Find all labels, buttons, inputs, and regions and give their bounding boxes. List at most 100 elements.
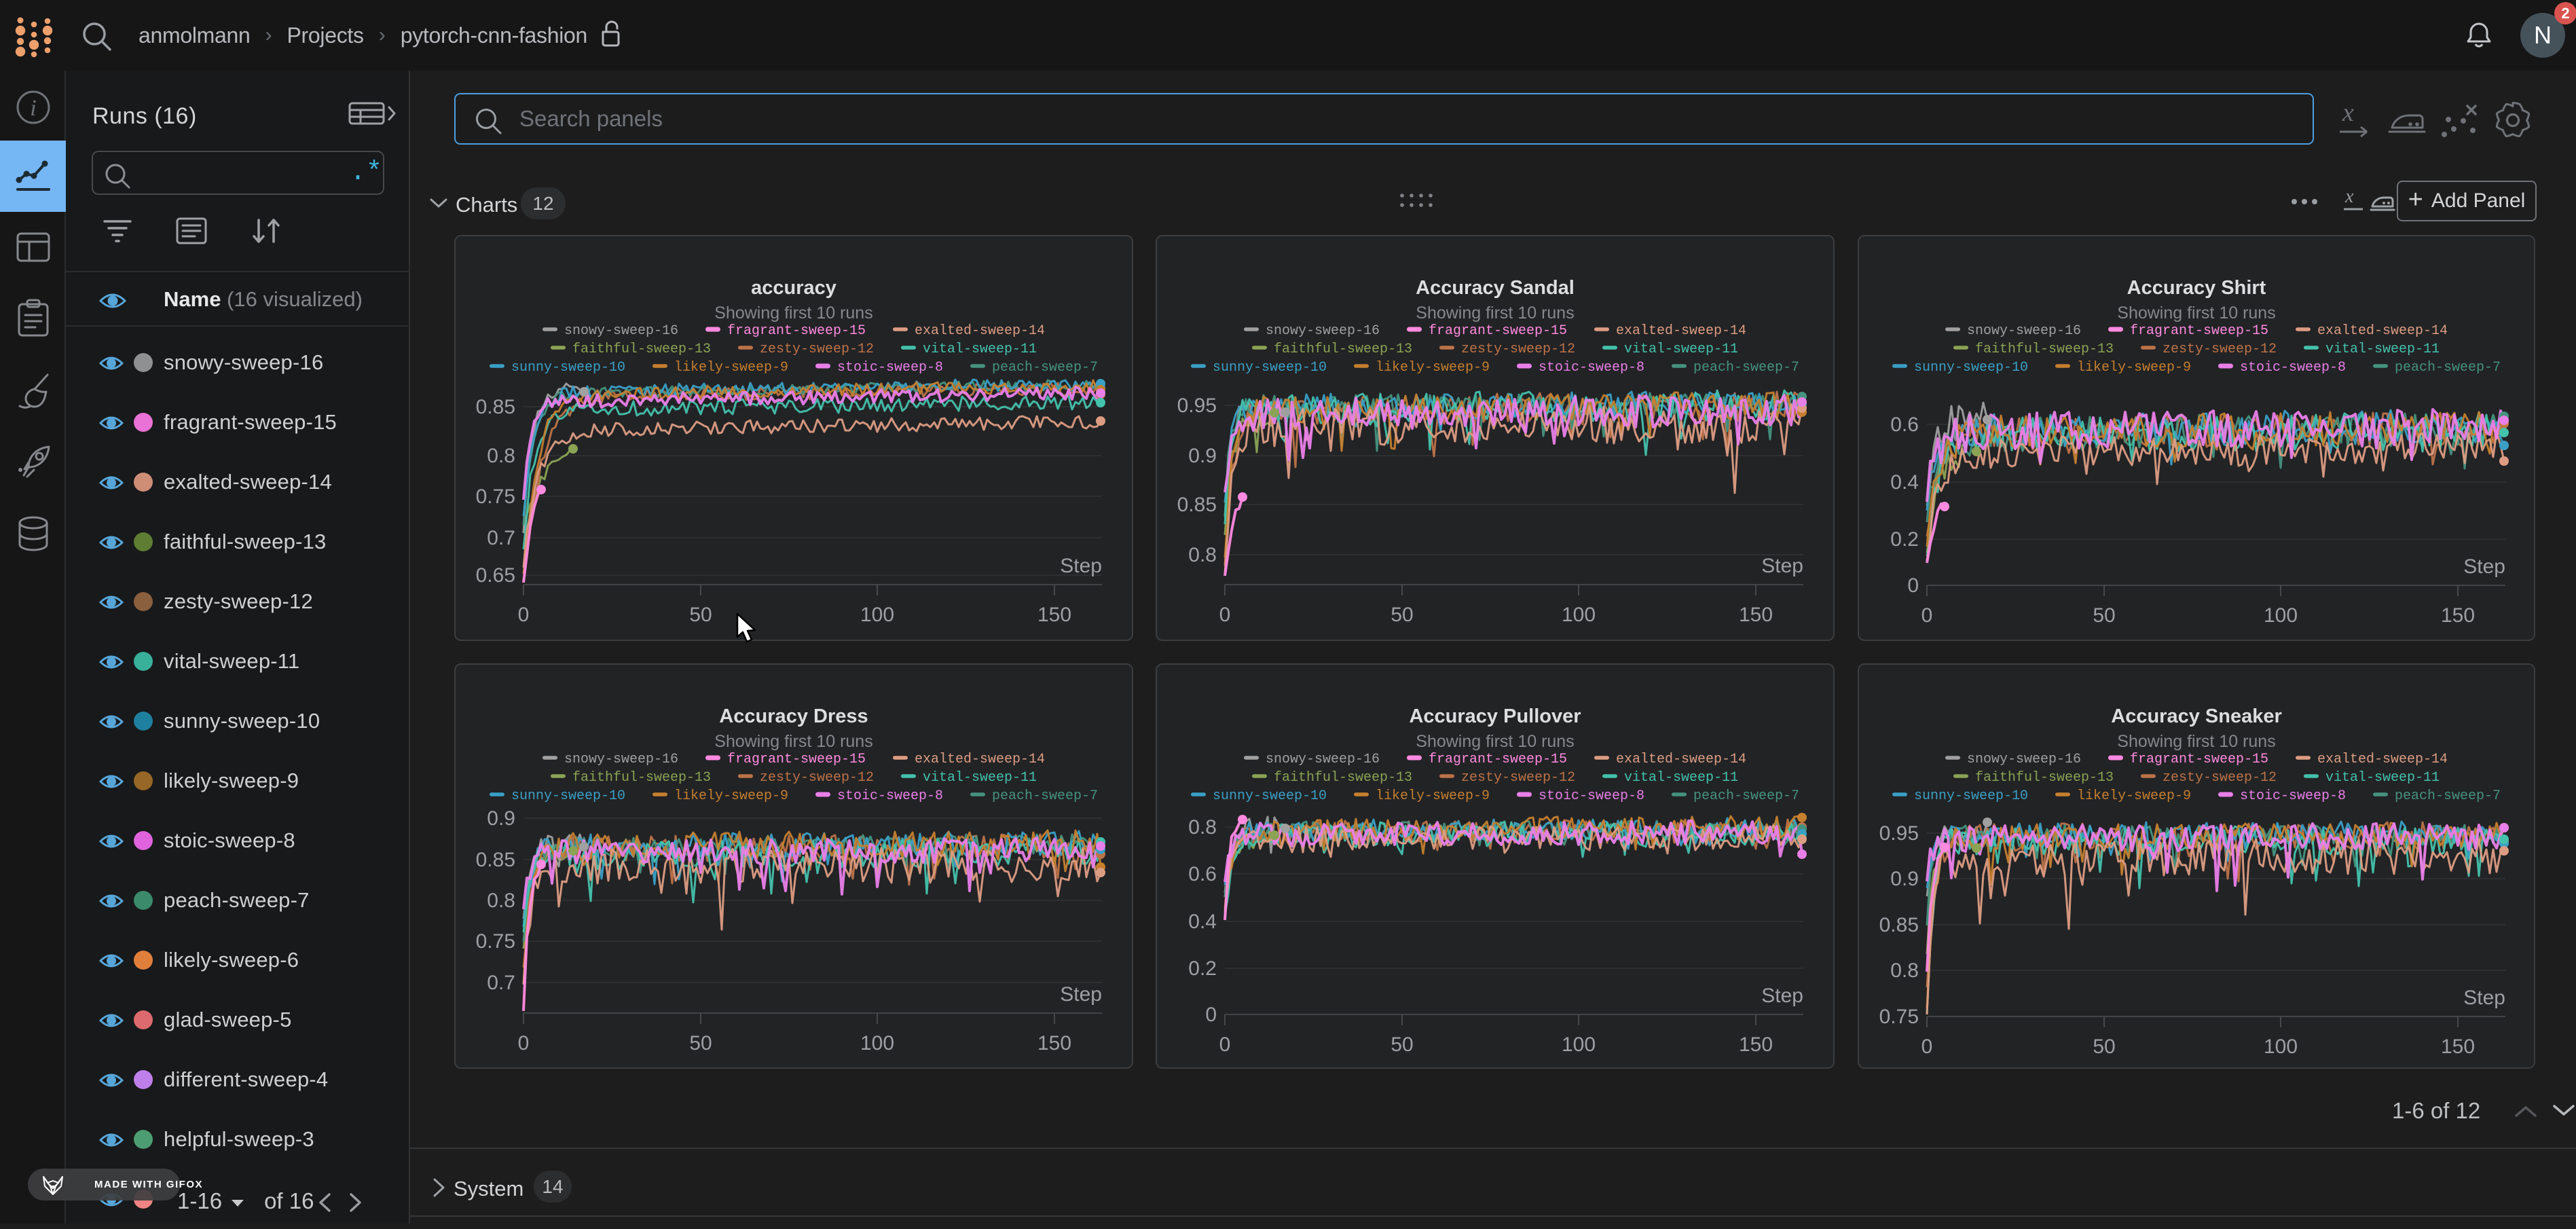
svg-text:0.4: 0.4	[1188, 911, 1217, 933]
svg-text:Step: Step	[1060, 983, 1102, 1006]
svg-text:zesty-sweep-12: zesty-sweep-12	[2163, 770, 2277, 786]
svg-text:zesty-sweep-12: zesty-sweep-12	[1461, 770, 1575, 786]
svg-text:150: 150	[2441, 604, 2475, 627]
svg-text:Showing first 10 runs: Showing first 10 runs	[2117, 732, 2275, 751]
svg-text:0: 0	[1219, 604, 1231, 626]
svg-text:exalted-sweep-14: exalted-sweep-14	[1616, 752, 1746, 767]
svg-text:0.85: 0.85	[476, 396, 515, 418]
svg-text:100: 100	[860, 1032, 894, 1054]
svg-text:150: 150	[1739, 604, 1773, 626]
svg-text:0.9: 0.9	[1890, 868, 1919, 890]
svg-text:50: 50	[2093, 604, 2115, 627]
svg-text:0.95: 0.95	[1177, 395, 1217, 417]
svg-text:zesty-sweep-12: zesty-sweep-12	[760, 770, 874, 786]
svg-text:50: 50	[1391, 1033, 1413, 1056]
svg-text:faithful-sweep-13: faithful-sweep-13	[572, 770, 711, 786]
svg-text:0: 0	[1921, 604, 1933, 627]
svg-text:stoic-sweep-8: stoic-sweep-8	[1539, 788, 1644, 804]
svg-text:0.7: 0.7	[487, 972, 515, 994]
svg-text:fragrant-sweep-15: fragrant-sweep-15	[1429, 323, 1567, 339]
svg-text:stoic-sweep-8: stoic-sweep-8	[1539, 360, 1644, 375]
svg-text:peach-sweep-7: peach-sweep-7	[992, 360, 1098, 375]
svg-text:stoic-sweep-8: stoic-sweep-8	[2240, 360, 2346, 375]
svg-text:fragrant-sweep-15: fragrant-sweep-15	[2130, 323, 2268, 339]
svg-text:peach-sweep-7: peach-sweep-7	[2395, 360, 2501, 375]
svg-text:0.85: 0.85	[1879, 914, 1919, 936]
svg-text:0: 0	[518, 1032, 530, 1054]
svg-text:0.85: 0.85	[1177, 494, 1217, 516]
svg-text:zesty-sweep-12: zesty-sweep-12	[2163, 342, 2277, 357]
svg-text:150: 150	[1739, 1033, 1773, 1056]
svg-text:100: 100	[1562, 604, 1596, 626]
svg-text:sunny-sweep-10: sunny-sweep-10	[511, 788, 625, 804]
svg-text:zesty-sweep-12: zesty-sweep-12	[1461, 342, 1575, 357]
svg-text:0.75: 0.75	[476, 930, 515, 953]
svg-text:sunny-sweep-10: sunny-sweep-10	[1213, 360, 1327, 375]
svg-text:sunny-sweep-10: sunny-sweep-10	[511, 360, 625, 375]
svg-text:Showing first 10 runs: Showing first 10 runs	[714, 304, 872, 323]
svg-text:faithful-sweep-13: faithful-sweep-13	[1975, 342, 2114, 357]
svg-text:likely-sweep-9: likely-sweep-9	[1376, 360, 1490, 375]
svg-text:x: x	[2342, 102, 2354, 127]
svg-text:faithful-sweep-13: faithful-sweep-13	[1975, 770, 2114, 786]
svg-text:50: 50	[2093, 1035, 2115, 1058]
svg-text:likely-sweep-9: likely-sweep-9	[1376, 788, 1490, 804]
svg-text:0.6: 0.6	[1890, 414, 1919, 436]
svg-text:0.85: 0.85	[476, 849, 515, 871]
svg-text:0.9: 0.9	[487, 807, 515, 830]
svg-text:vital-sweep-11: vital-sweep-11	[1624, 342, 1738, 357]
svg-text:0.8: 0.8	[1890, 959, 1919, 982]
svg-text:Accuracy Shirt: Accuracy Shirt	[2127, 277, 2266, 299]
svg-text:snowy-sweep-16: snowy-sweep-16	[1266, 752, 1380, 767]
svg-text:fragrant-sweep-15: fragrant-sweep-15	[727, 323, 866, 339]
svg-text:snowy-sweep-16: snowy-sweep-16	[564, 323, 678, 339]
svg-text:faithful-sweep-13: faithful-sweep-13	[572, 342, 711, 357]
svg-text:Accuracy Dress: Accuracy Dress	[719, 705, 868, 727]
svg-text:Step: Step	[2463, 987, 2505, 1009]
svg-text:stoic-sweep-8: stoic-sweep-8	[837, 788, 943, 804]
svg-text:0.2: 0.2	[1188, 957, 1217, 980]
svg-text:100: 100	[2264, 1035, 2298, 1058]
svg-text:snowy-sweep-16: snowy-sweep-16	[564, 752, 678, 767]
svg-text:faithful-sweep-13: faithful-sweep-13	[1274, 770, 1412, 786]
svg-text:0.8: 0.8	[487, 445, 515, 467]
svg-text:0: 0	[1907, 574, 1919, 597]
svg-text:peach-sweep-7: peach-sweep-7	[1693, 360, 1799, 375]
svg-text:peach-sweep-7: peach-sweep-7	[1693, 788, 1799, 804]
svg-text:Showing first 10 runs: Showing first 10 runs	[714, 732, 872, 751]
svg-text:Step: Step	[1060, 555, 1102, 577]
svg-text:fragrant-sweep-15: fragrant-sweep-15	[1429, 752, 1567, 767]
svg-text:sunny-sweep-10: sunny-sweep-10	[1213, 788, 1327, 804]
svg-text:Accuracy Sandal: Accuracy Sandal	[1416, 277, 1575, 299]
svg-text:vital-sweep-11: vital-sweep-11	[1624, 770, 1738, 786]
svg-text:zesty-sweep-12: zesty-sweep-12	[760, 342, 874, 357]
svg-text:0: 0	[518, 604, 530, 626]
svg-text:exalted-sweep-14: exalted-sweep-14	[915, 752, 1045, 767]
svg-text:0.75: 0.75	[476, 485, 515, 508]
svg-text:150: 150	[1037, 604, 1071, 626]
svg-text:likely-sweep-9: likely-sweep-9	[2077, 360, 2191, 375]
svg-text:0.2: 0.2	[1890, 528, 1919, 551]
svg-text:100: 100	[1562, 1033, 1596, 1056]
svg-text:i: i	[30, 96, 36, 121]
svg-text:100: 100	[2264, 604, 2298, 627]
svg-text:vital-sweep-11: vital-sweep-11	[923, 342, 1037, 357]
svg-text:0.4: 0.4	[1890, 471, 1919, 494]
svg-text:peach-sweep-7: peach-sweep-7	[992, 788, 1098, 804]
svg-text:0.9: 0.9	[1188, 445, 1217, 467]
svg-text:stoic-sweep-8: stoic-sweep-8	[2240, 788, 2346, 804]
svg-text:0.8: 0.8	[1188, 544, 1217, 566]
svg-text:Step: Step	[2463, 555, 2505, 578]
svg-text:50: 50	[689, 604, 712, 626]
svg-text:0: 0	[1205, 1004, 1217, 1026]
svg-text:0.6: 0.6	[1188, 863, 1217, 885]
svg-text:Step: Step	[1761, 985, 1803, 1007]
svg-text:fragrant-sweep-15: fragrant-sweep-15	[2130, 752, 2268, 767]
svg-text:Step: Step	[1761, 555, 1803, 577]
svg-text:0: 0	[1219, 1033, 1231, 1056]
svg-text:100: 100	[860, 604, 894, 626]
svg-text:x: x	[2344, 187, 2354, 207]
svg-text:Accuracy Sneaker: Accuracy Sneaker	[2111, 705, 2282, 727]
svg-text:likely-sweep-9: likely-sweep-9	[2077, 788, 2191, 804]
svg-text:stoic-sweep-8: stoic-sweep-8	[837, 360, 943, 375]
